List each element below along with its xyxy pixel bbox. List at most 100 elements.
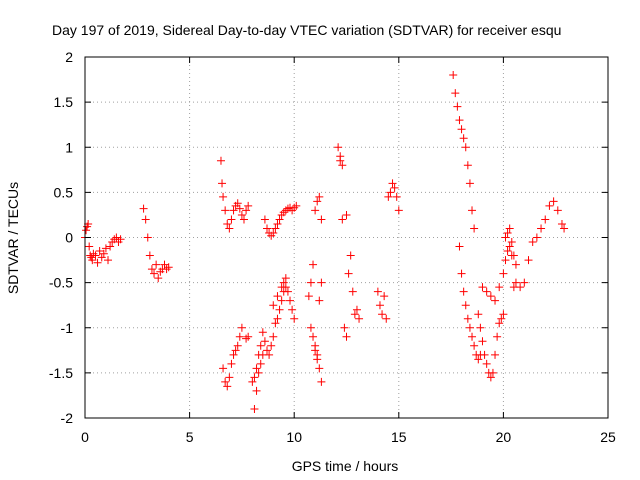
data-point [449,71,458,80]
data-point [279,278,288,287]
data-point [463,314,472,323]
data-point [373,287,382,296]
data-point [453,102,462,111]
data-point [476,323,485,332]
data-point [457,269,466,278]
data-point [256,341,265,350]
data-point [223,219,232,228]
data-point [309,260,318,269]
data-point [290,203,299,212]
data-point [468,332,477,341]
data-point [273,314,282,323]
data-point [342,210,351,219]
data-point [528,238,537,247]
data-point [116,235,125,244]
data-point [225,373,234,382]
data-point [235,332,244,341]
data-point [89,249,98,258]
data-point [463,161,472,170]
data-point [317,215,326,224]
x-tick-label: 10 [286,429,302,445]
data-point [470,341,479,350]
x-tick-label: 15 [391,429,407,445]
data-point [465,179,474,188]
data-point [271,224,280,233]
data-point [244,201,253,210]
data-point [256,359,265,368]
data-point [231,346,240,355]
data-point [162,265,171,274]
data-point [499,310,508,319]
data-point [474,310,483,319]
data-point [229,206,238,215]
data-point [352,305,361,314]
data-point [461,143,470,152]
y-tick-label: 1.5 [54,94,74,110]
data-point [242,334,251,343]
x-axis-label: GPS time / hours [292,458,399,474]
data-point [147,265,156,274]
data-point [311,346,320,355]
data-point [225,224,234,233]
data-point [478,283,487,292]
data-point [315,296,324,305]
data-point [549,197,558,206]
data-point [269,332,278,341]
data-point [91,251,100,260]
data-point [511,278,520,287]
y-tick-label: -1 [61,320,74,336]
data-point [516,283,525,292]
data-point [143,233,152,242]
data-point [488,368,497,377]
data-point [227,359,236,368]
y-tick-label: -2 [61,410,74,426]
data-point [250,404,259,413]
data-point [378,310,387,319]
data-point [346,251,355,260]
data-point [457,125,466,134]
data-point [154,274,163,283]
data-point [560,224,569,233]
data-point [97,253,106,262]
data-point [164,263,173,272]
data-point [520,278,529,287]
data-point [545,201,554,210]
data-point [254,350,263,359]
data-point [455,242,464,251]
data-point [313,197,322,206]
data-point [386,188,395,197]
data-point [223,382,232,391]
data-point [93,258,102,267]
x-tick-label: 5 [186,429,194,445]
data-point [350,310,359,319]
data-point [82,226,91,235]
data-point [254,368,263,377]
x-tick-label: 0 [81,429,89,445]
data-point [380,292,389,301]
data-point [338,215,347,224]
data-point [269,228,278,237]
data-point [384,192,393,201]
data-point [486,292,495,301]
data-point [451,89,460,98]
data-point [315,364,324,373]
data-point [260,337,269,346]
data-point [478,337,487,346]
y-tick-label: -1.5 [49,365,73,381]
data-point [476,350,485,359]
data-point [85,242,94,251]
data-point [340,323,349,332]
data-point [304,292,313,301]
data-point [532,233,541,242]
data-point [342,332,351,341]
data-point [237,210,246,219]
data-point [459,134,468,143]
data-point [348,287,357,296]
data-point [394,206,403,215]
data-point [482,359,491,368]
data-point [233,199,242,208]
y-tick-label: 1 [65,139,73,155]
data-point [553,206,562,215]
data-point [275,215,284,224]
data-point [263,224,272,233]
